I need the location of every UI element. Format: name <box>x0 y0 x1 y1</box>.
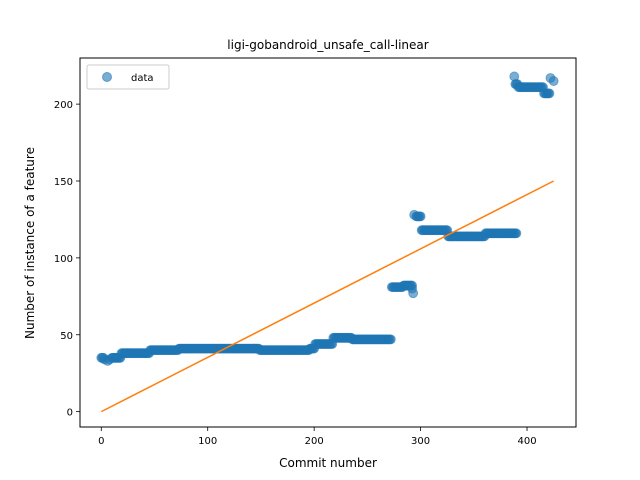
x-tick-label: 300 <box>411 436 430 447</box>
data-point <box>415 211 426 222</box>
legend-label-data: data <box>131 73 154 84</box>
y-axis: 0 50 100 150 200 <box>54 100 80 419</box>
y-tick-label: 50 <box>60 331 73 342</box>
legend: data <box>86 64 170 90</box>
data-point <box>544 88 555 99</box>
x-tick-label: 200 <box>305 436 324 447</box>
y-axis-label: Number of instance of a feature <box>23 147 37 339</box>
plot-frame <box>79 57 577 428</box>
fit-line <box>100 180 554 413</box>
y-tick-label: 0 <box>67 408 73 419</box>
plot-area <box>96 71 559 413</box>
x-tick-label: 400 <box>517 436 536 447</box>
data-point <box>511 228 522 239</box>
x-axis-label: Commit number <box>279 456 377 470</box>
y-tick-label: 100 <box>54 254 73 265</box>
chart-title: ligi-gobandroid_unsafe_call-linear <box>227 38 428 52</box>
data-point <box>548 76 559 86</box>
x-axis: 0 100 200 300 400 <box>98 427 537 447</box>
legend-marker-data <box>102 72 112 82</box>
x-tick-label: 0 <box>98 436 104 447</box>
data-point <box>408 288 419 299</box>
x-tick-label: 100 <box>198 436 217 447</box>
y-tick-label: 200 <box>54 100 73 111</box>
y-tick-label: 150 <box>54 177 73 188</box>
legend-box <box>86 64 170 90</box>
data-point <box>385 334 396 345</box>
